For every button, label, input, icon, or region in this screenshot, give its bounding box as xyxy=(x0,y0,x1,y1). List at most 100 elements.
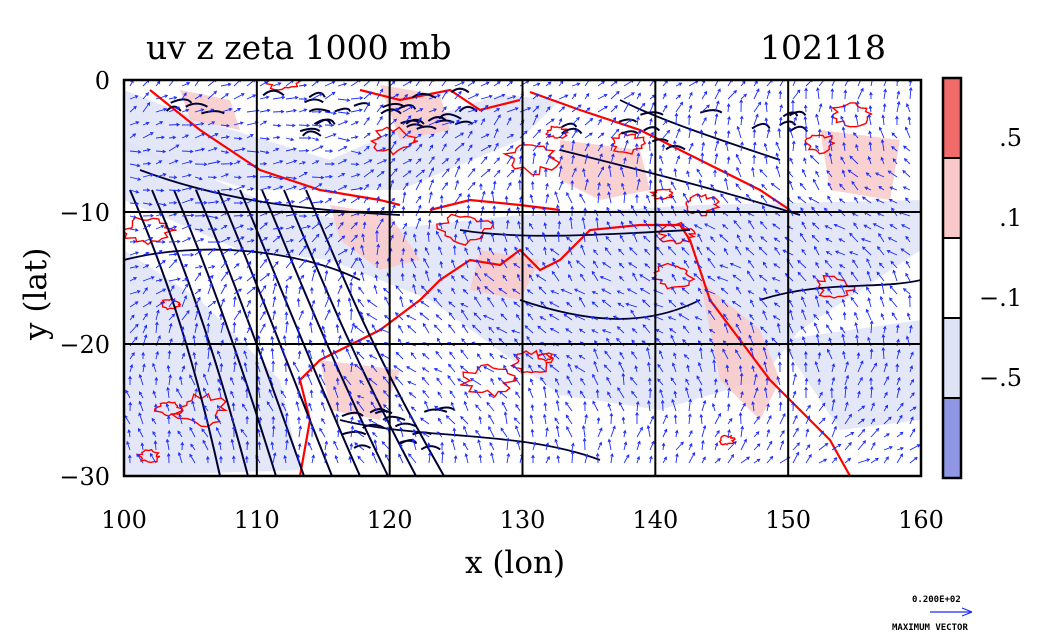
wind-vector-1067 xyxy=(513,301,521,308)
wind-vector-886 xyxy=(542,261,547,269)
colorbar-label-2: −.1 xyxy=(979,284,1022,312)
wind-vector-132 xyxy=(259,108,271,113)
wind-vector-971 xyxy=(850,271,859,282)
wind-vector-1610 xyxy=(437,417,443,425)
wind-vector-1481 xyxy=(348,390,353,399)
wind-vector-1403 xyxy=(128,375,132,385)
wind-vector-906 xyxy=(797,259,807,269)
wind-vector-1714 xyxy=(202,439,209,451)
height-contour-0 xyxy=(129,189,221,476)
wind-vector-551 xyxy=(155,202,168,207)
wind-vector-86 xyxy=(454,90,462,100)
wind-vector-763 xyxy=(527,235,534,243)
wind-vector-448 xyxy=(402,170,412,178)
wind-vector-1451 xyxy=(753,373,758,386)
wind-vector-1520 xyxy=(857,390,861,399)
wind-vector-1047 xyxy=(259,298,265,308)
wind-vector-426 xyxy=(903,158,911,165)
wind-vector-1466 xyxy=(152,390,157,399)
wind-vector-66 xyxy=(194,94,203,100)
wind-vector-1127 xyxy=(500,313,508,321)
wind-vector-732 xyxy=(129,239,137,244)
wind-vector-1417 xyxy=(306,373,313,386)
wind-vector-1497 xyxy=(554,388,560,399)
wind-vector-36 xyxy=(597,80,606,87)
wind-vector-1495 xyxy=(528,387,534,399)
wind-vector-1632 xyxy=(727,417,733,425)
wind-vector-280 xyxy=(597,132,605,139)
wind-vector-934 xyxy=(374,274,379,282)
wind-vector-1290 xyxy=(243,350,248,360)
wind-vector-697 xyxy=(467,220,472,230)
wind-vector-1784 xyxy=(323,452,328,464)
wind-vector-569 xyxy=(389,197,396,204)
wind-vector-322 xyxy=(350,150,362,155)
wind-vector-929 xyxy=(311,268,317,282)
wind-vector-1488 xyxy=(437,391,443,399)
wind-vector-1500 xyxy=(595,388,600,399)
wind-vector-323 xyxy=(363,145,370,152)
wind-vector-1384 xyxy=(671,362,677,373)
wind-vector-296 xyxy=(804,125,808,139)
wind-vector-1179 xyxy=(379,328,391,334)
wind-vector-946 xyxy=(529,274,534,282)
wind-vector-772 xyxy=(642,235,651,243)
wind-vector-464 xyxy=(607,164,612,178)
wind-vector-746 xyxy=(311,233,320,243)
wind-vector-1110 xyxy=(284,311,289,321)
wind-vector-317 xyxy=(285,147,297,152)
wind-vector-164 xyxy=(675,101,684,113)
wind-vector-1706 xyxy=(896,431,904,438)
wind-vector-291 xyxy=(736,125,742,139)
wind-vector-1655 xyxy=(232,425,236,438)
wind-vector-1720 xyxy=(285,439,289,451)
terrain-contour-3-6 xyxy=(394,422,417,428)
wind-vector-873 xyxy=(375,260,380,269)
wind-vector-1788 xyxy=(371,451,378,464)
wind-vector-1603 xyxy=(350,415,354,425)
wind-vector-1174 xyxy=(321,325,326,334)
wind-vector-325 xyxy=(389,140,397,152)
wind-vector-565 xyxy=(337,198,347,204)
wind-vector-1031 xyxy=(840,284,846,295)
wind-vector-544 xyxy=(851,180,859,191)
wind-vector-348 xyxy=(688,142,694,152)
wind-vector-1097 xyxy=(907,294,912,308)
wind-vector-741 xyxy=(246,239,255,243)
wind-vector-1792 xyxy=(428,451,432,464)
wind-vector-530 xyxy=(670,181,677,191)
wind-vector-1562 xyxy=(607,403,612,412)
wind-vector-593 xyxy=(697,192,703,204)
wind-vector-1045 xyxy=(233,295,237,308)
wind-vector-1462 xyxy=(896,376,901,386)
wind-vector-259 xyxy=(324,133,337,139)
wind-vector-307 xyxy=(155,149,167,154)
wind-vector-1358 xyxy=(333,362,339,373)
wind-vector-1459 xyxy=(857,376,863,386)
wind-vector-402 xyxy=(597,153,603,165)
wind-vector-1442 xyxy=(629,376,638,386)
wind-vector-1331 xyxy=(777,351,782,360)
y-axis-label: y (lat) xyxy=(18,247,54,340)
wind-vector-1136 xyxy=(612,315,625,321)
wind-vector-1783 xyxy=(311,454,315,464)
wind-vector-1552 xyxy=(475,404,482,412)
wind-vector-273 xyxy=(506,134,515,139)
wind-vector-643 xyxy=(556,204,560,217)
wind-vector-428 xyxy=(142,173,154,178)
wind-vector-1325 xyxy=(698,347,703,360)
wind-vector-1066 xyxy=(501,297,508,308)
wind-vector-1664 xyxy=(350,425,355,438)
wind-vector-690 xyxy=(376,218,384,230)
wind-vector-1177 xyxy=(353,325,365,334)
wind-vector-1009 xyxy=(550,290,560,295)
wind-vector-862 xyxy=(233,263,240,269)
wind-vector-503 xyxy=(324,189,338,194)
wind-vector-1287 xyxy=(207,346,211,360)
shade-region-2 xyxy=(780,320,921,430)
wind-vector-1755 xyxy=(740,438,747,451)
wind-vector-864 xyxy=(259,258,268,269)
colorbar-bin-3 xyxy=(943,318,961,398)
wind-vector-606 xyxy=(861,196,872,204)
wind-vector-997 xyxy=(395,285,404,295)
